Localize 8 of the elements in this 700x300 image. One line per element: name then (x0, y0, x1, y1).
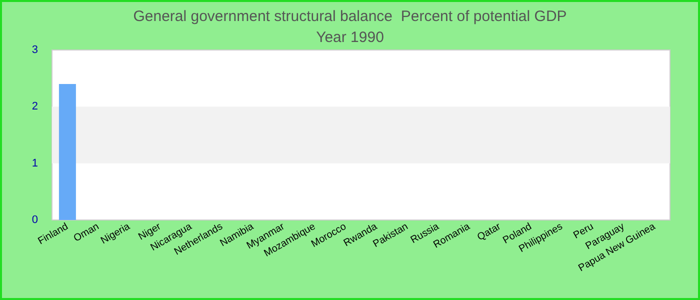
chart-title: General government structural balance Percent of potential GDP (133, 8, 567, 25)
y-tick-label: 0 (32, 214, 38, 226)
y-tick-label: 1 (32, 157, 38, 170)
x-tick-label: Qatar (476, 220, 504, 244)
y-tick-label: 2 (32, 100, 38, 113)
y-tick-label: 3 (32, 44, 38, 56)
chart-subtitle: Year 1990 (316, 29, 384, 46)
x-tick-label: Oman (72, 221, 102, 244)
